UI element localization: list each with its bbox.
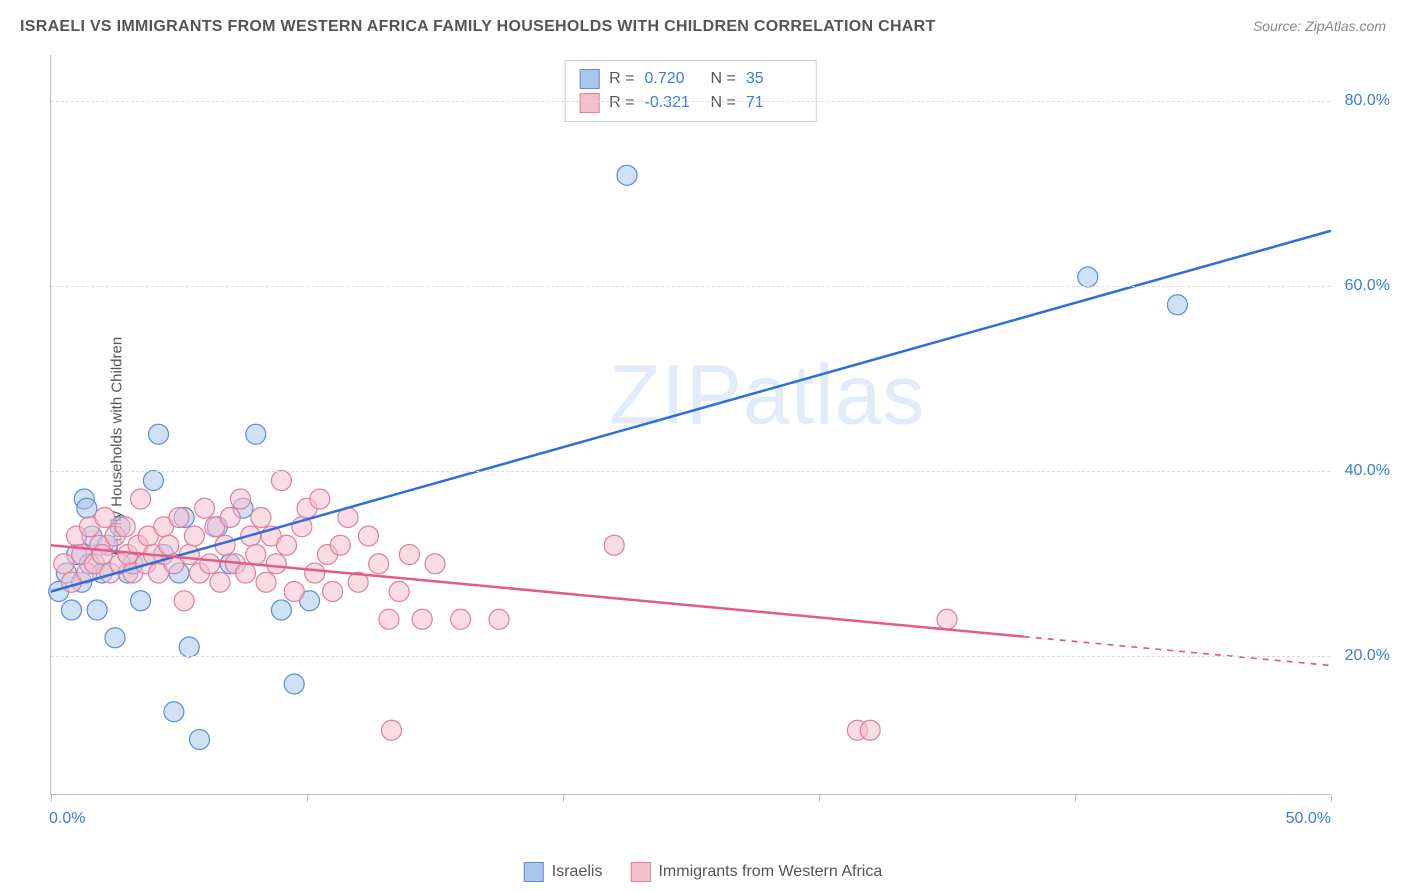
data-point [61, 600, 81, 620]
data-point [310, 489, 330, 509]
chart-title: ISRAELI VS IMMIGRANTS FROM WESTERN AFRIC… [20, 18, 936, 36]
data-point [358, 526, 378, 546]
data-point [860, 720, 880, 740]
data-point [381, 720, 401, 740]
data-point [379, 609, 399, 629]
data-point [1078, 267, 1098, 287]
data-point [271, 471, 291, 491]
data-point [149, 424, 169, 444]
data-point [200, 554, 220, 574]
data-point [617, 165, 637, 185]
legend-r-value: -0.321 [645, 94, 701, 112]
data-point [77, 498, 97, 518]
data-point [169, 508, 189, 528]
data-point [277, 535, 297, 555]
legend-n-label: N = [711, 94, 736, 112]
data-point [323, 582, 343, 602]
data-point [412, 609, 432, 629]
data-point [159, 535, 179, 555]
y-tick-label: 40.0% [1345, 462, 1390, 480]
data-point [105, 628, 125, 648]
legend-swatch [524, 862, 544, 882]
data-point [54, 554, 74, 574]
data-point [115, 517, 135, 537]
y-tick-label: 80.0% [1345, 92, 1390, 110]
data-point [399, 545, 419, 565]
data-point [1167, 295, 1187, 315]
legend-r-value: 0.720 [645, 70, 701, 88]
data-point [330, 535, 350, 555]
data-point [604, 535, 624, 555]
data-point [251, 508, 271, 528]
data-point [246, 545, 266, 565]
data-point [164, 702, 184, 722]
legend-series-label: Immigrants from Western Africa [658, 863, 882, 881]
x-tick [563, 794, 564, 802]
data-point [236, 563, 256, 583]
source-attribution: Source: ZipAtlas.com [1253, 18, 1386, 34]
data-point [230, 489, 250, 509]
x-tick [307, 794, 308, 802]
y-tick-label: 20.0% [1345, 647, 1390, 665]
regression-line [51, 545, 1024, 636]
chart-header: ISRAELI VS IMMIGRANTS FROM WESTERN AFRIC… [20, 18, 1386, 36]
legend-r-label: R = [609, 70, 634, 88]
data-point [131, 489, 151, 509]
legend-r-label: R = [609, 94, 634, 112]
legend-series-item: Israelis [524, 862, 603, 882]
data-point [256, 572, 276, 592]
legend-swatch [579, 93, 599, 113]
data-point [87, 600, 107, 620]
data-point [143, 471, 163, 491]
data-point [425, 554, 445, 574]
data-point [92, 545, 112, 565]
data-point [937, 609, 957, 629]
legend-stat-row: R = -0.321 N = 71 [579, 91, 802, 115]
data-point [284, 582, 304, 602]
x-tick-label: 50.0% [1286, 810, 1331, 828]
x-tick-label: 0.0% [49, 810, 85, 828]
x-tick [1331, 794, 1332, 802]
series-legend: Israelis Immigrants from Western Africa [524, 862, 882, 882]
data-point [271, 600, 291, 620]
gridline [51, 101, 1330, 102]
legend-stat-row: R = 0.720 N = 35 [579, 67, 802, 91]
data-point [189, 730, 209, 750]
legend-n-value: 71 [746, 94, 802, 112]
data-point [451, 609, 471, 629]
data-point [389, 582, 409, 602]
correlation-legend: R = 0.720 N = 35 R = -0.321 N = 71 [564, 60, 817, 122]
data-point [489, 609, 509, 629]
legend-swatch [579, 69, 599, 89]
x-tick [51, 794, 52, 802]
gridline [51, 286, 1330, 287]
gridline [51, 656, 1330, 657]
data-point [131, 591, 151, 611]
x-tick [1075, 794, 1076, 802]
data-point [174, 591, 194, 611]
x-tick [819, 794, 820, 802]
legend-n-value: 35 [746, 70, 802, 88]
data-point [220, 508, 240, 528]
data-point [305, 563, 325, 583]
regression-line-dashed [1024, 637, 1331, 666]
data-point [284, 674, 304, 694]
chart-plot-area: ZIPatlas R =0.720N =35R =-0.321N =71 20.… [50, 55, 1330, 795]
legend-swatch [630, 862, 650, 882]
regression-line [51, 231, 1331, 592]
data-point [195, 498, 215, 518]
legend-series-label: Israelis [552, 863, 603, 881]
data-point [369, 554, 389, 574]
data-point [246, 424, 266, 444]
data-point [179, 637, 199, 657]
legend-n-label: N = [711, 70, 736, 88]
data-point [95, 508, 115, 528]
data-point [184, 526, 204, 546]
gridline [51, 471, 1330, 472]
data-point [210, 572, 230, 592]
y-tick-label: 60.0% [1345, 277, 1390, 295]
data-point [266, 554, 286, 574]
scatter-plot-svg [51, 55, 1330, 794]
legend-series-item: Immigrants from Western Africa [630, 862, 882, 882]
